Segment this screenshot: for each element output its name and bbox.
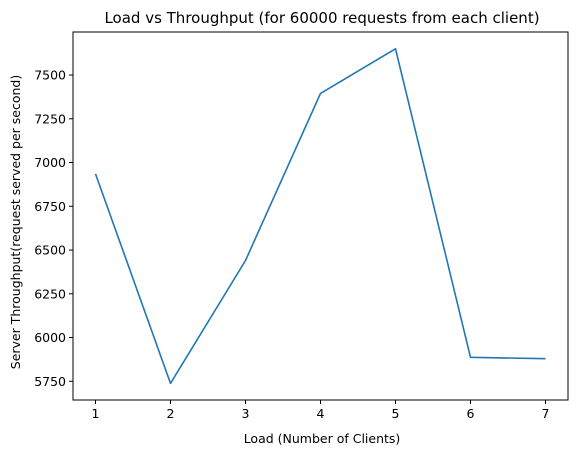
x-tick-label: 6 [467, 406, 475, 421]
y-tick-label: 7000 [34, 155, 66, 170]
x-tick-label: 5 [392, 406, 400, 421]
x-axis-ticks: 1 2 3 4 5 6 7 [92, 400, 550, 421]
x-tick-label: 3 [242, 406, 250, 421]
y-axis-label: Server Throughput(request served per sec… [8, 75, 23, 369]
x-tick-label: 7 [542, 406, 550, 421]
y-tick-label: 6500 [34, 243, 66, 258]
chart-title: Load vs Throughput (for 60000 requests f… [104, 9, 539, 27]
y-tick-label: 7500 [34, 68, 66, 83]
y-tick-label: 7250 [34, 111, 66, 126]
x-tick-label: 2 [167, 406, 175, 421]
x-axis-label: Load (Number of Clients) [244, 431, 401, 446]
x-tick-label: 1 [92, 406, 100, 421]
axes-frame [72, 31, 569, 401]
y-tick-label: 6750 [34, 199, 66, 214]
x-tick-label: 4 [317, 406, 325, 421]
y-tick-label: 5750 [34, 374, 66, 389]
y-tick-label: 6250 [34, 286, 66, 301]
y-axis-ticks: 5750 6000 6250 6500 6750 7000 7250 7500 [34, 68, 73, 389]
series-line-0 [94, 47, 546, 385]
plot-area [72, 31, 569, 401]
y-tick-label: 6000 [34, 330, 66, 345]
